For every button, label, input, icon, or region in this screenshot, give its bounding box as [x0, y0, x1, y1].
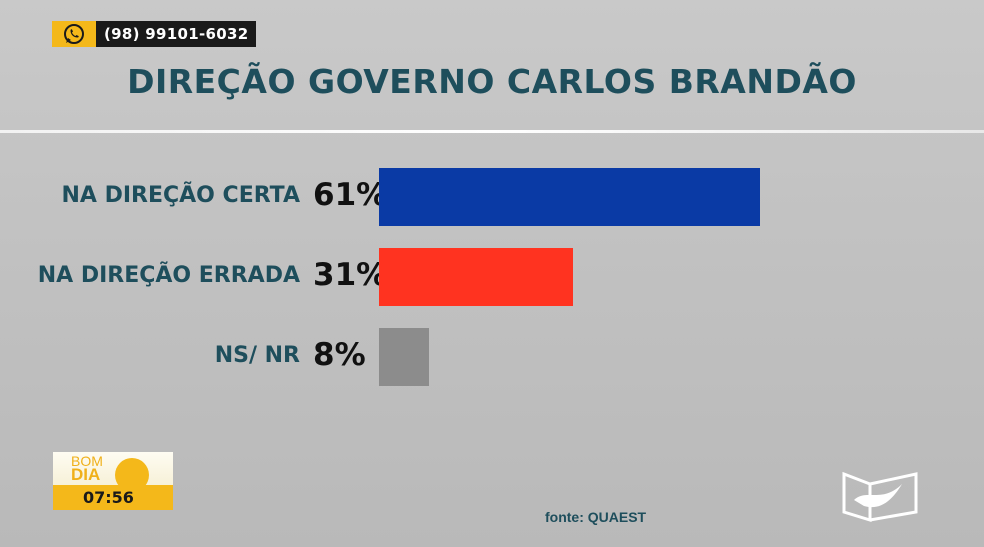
title-divider	[0, 130, 984, 133]
show-logo-bom: BOM	[71, 453, 103, 469]
sun-icon	[115, 458, 149, 485]
bar-2	[379, 328, 429, 386]
bar-label-2: NS/ NR	[214, 343, 300, 368]
bar-1	[379, 248, 573, 306]
show-logo: BOM DIA	[53, 452, 173, 485]
bar-label-1: NA DIREÇÃO ERRADA	[37, 263, 300, 288]
bar-0	[379, 168, 760, 226]
bar-value-0: 61%	[313, 177, 388, 213]
bar-label-0: NA DIREÇÃO CERTA	[61, 183, 301, 208]
chart-title: DIREÇÃO GOVERNO CARLOS BRANDÃO	[127, 62, 857, 101]
bar-value-2: 8%	[313, 337, 366, 373]
whatsapp-number: (98) 99101-6032	[96, 21, 257, 47]
show-badge: BOM DIA 07:56	[53, 452, 173, 510]
whatsapp-icon	[52, 21, 96, 47]
chart-source: fonte: QUAEST	[545, 509, 647, 525]
clock-time: 07:56	[53, 485, 173, 510]
whatsapp-contact: (98) 99101-6032	[52, 21, 257, 47]
show-logo-dia: DIA	[71, 465, 101, 484]
bar-value-1: 31%	[313, 257, 388, 293]
mirante-logo	[840, 470, 920, 526]
